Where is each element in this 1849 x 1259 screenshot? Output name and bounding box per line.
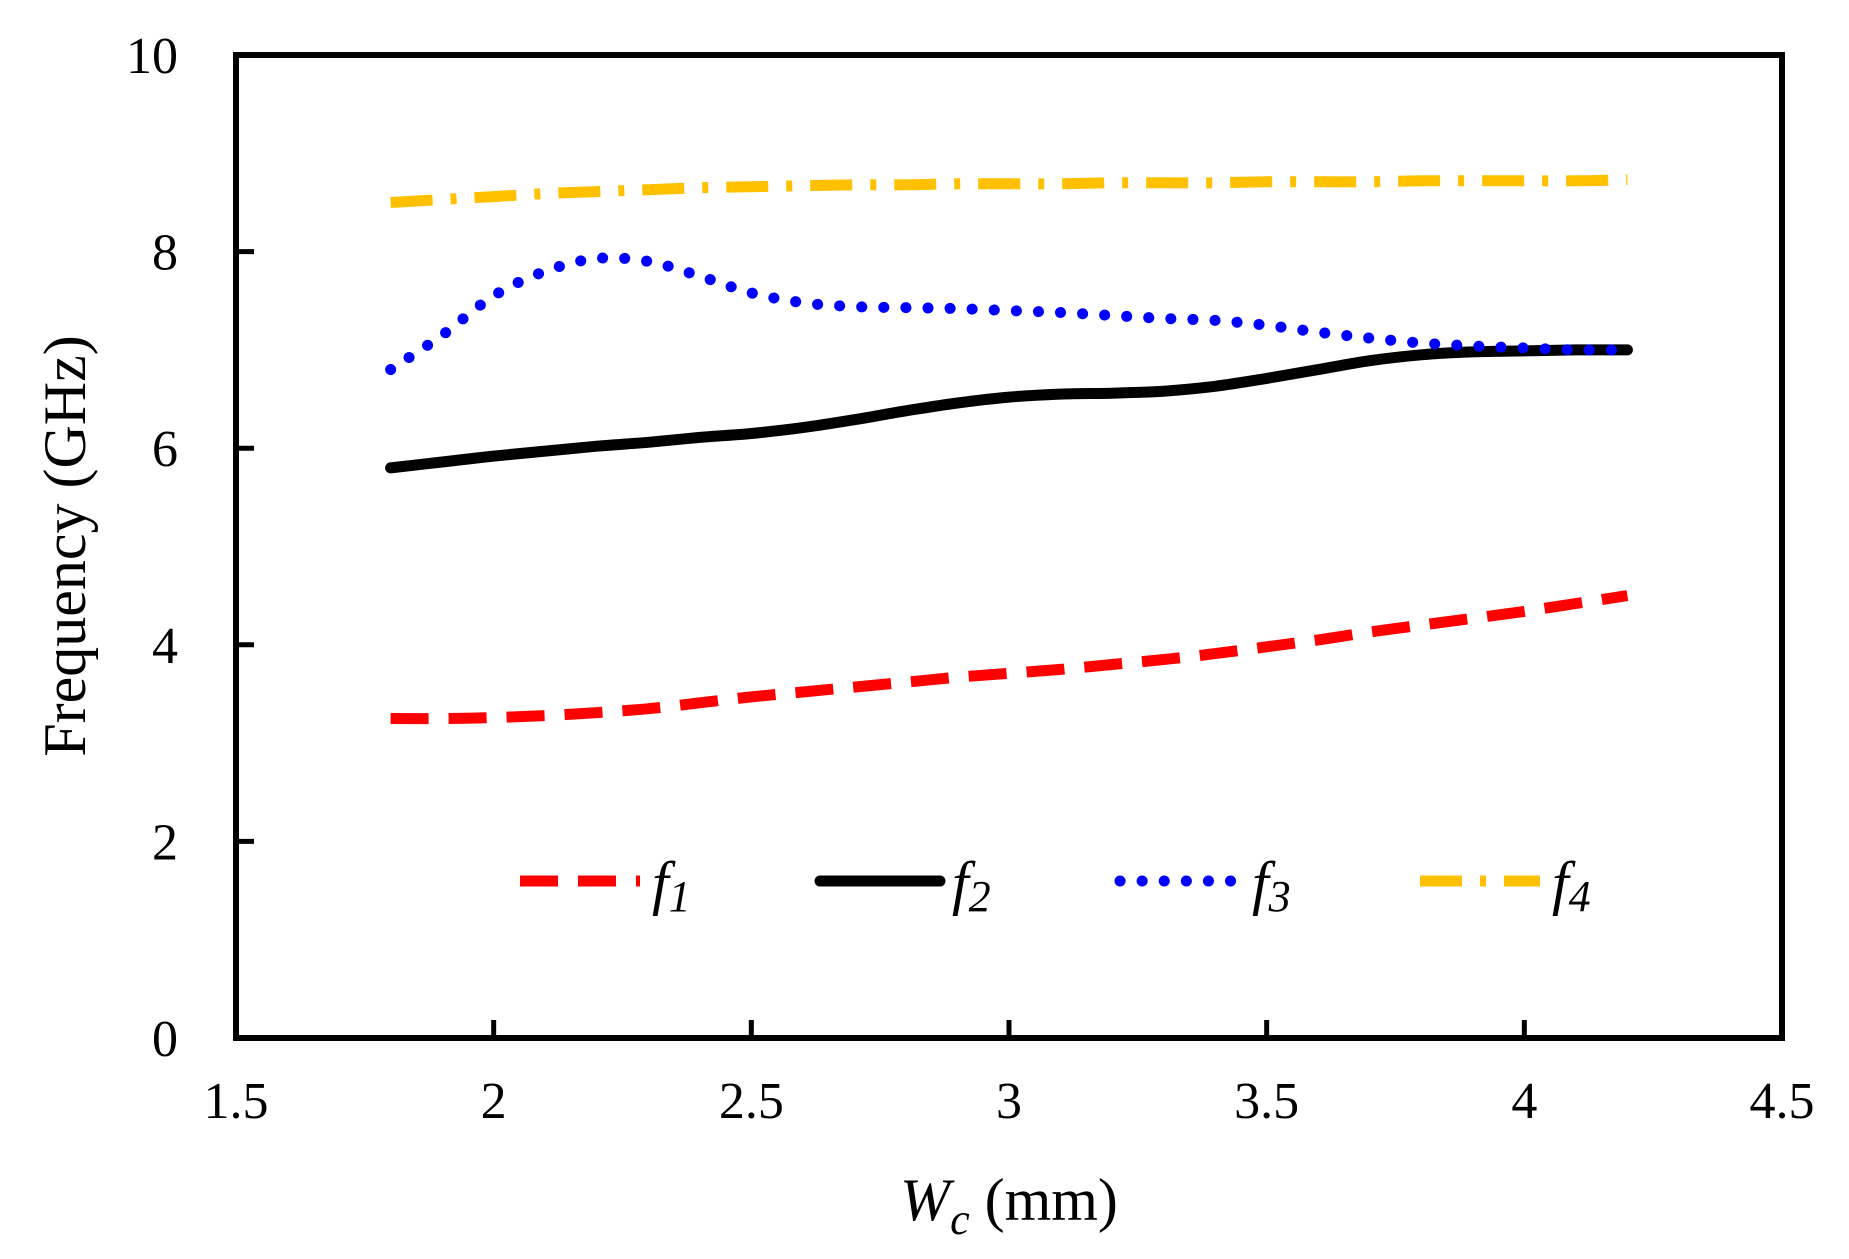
series-line-f2 <box>385 344 1633 474</box>
series-line-f4 <box>390 174 1628 208</box>
x-tick-label: 2 <box>481 1073 507 1130</box>
x-tick-label: 2.5 <box>719 1073 784 1130</box>
x-tick-label: 4.5 <box>1750 1073 1815 1130</box>
legend-label-sub: 1 <box>669 872 691 921</box>
series-layer <box>385 174 1633 725</box>
ticks-layer: 1.5 2 2.5 3 3.5 4 4.5 0 2 4 6 8 10 <box>126 28 1815 1130</box>
y-tick-label: 10 <box>126 28 178 85</box>
x-axis-title-sub: c <box>950 1195 970 1244</box>
x-axis-title-main: W <box>900 1167 955 1233</box>
x-tick-label: 1.5 <box>204 1073 269 1130</box>
y-tick-label: 0 <box>152 1011 178 1068</box>
x-axis-title-unit: (mm) <box>970 1167 1118 1233</box>
x-axis-title: Wc (mm) <box>900 1167 1118 1244</box>
y-tick-label: 8 <box>152 225 178 282</box>
x-tick-label: 3 <box>996 1073 1022 1130</box>
y-tick-label: 2 <box>152 814 178 871</box>
x-tick-label: 3.5 <box>1234 1073 1299 1130</box>
x-tick-label: 4 <box>1511 1073 1537 1130</box>
legend-label-sub: 2 <box>969 872 991 921</box>
legend-label-sub: 3 <box>1268 872 1291 921</box>
series-line-f1 <box>390 590 1629 725</box>
y-tick-label: 4 <box>152 618 178 675</box>
y-tick-label: 6 <box>152 421 178 478</box>
y-axis-title: Frequency (GHz) <box>32 335 98 757</box>
legend-label-sub: 4 <box>1569 872 1591 921</box>
